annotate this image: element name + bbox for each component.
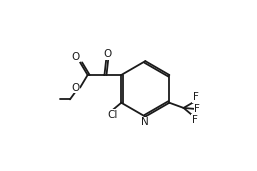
- Text: O: O: [71, 83, 79, 93]
- Text: Cl: Cl: [108, 110, 118, 120]
- Text: F: F: [195, 104, 200, 114]
- Text: O: O: [103, 49, 111, 59]
- Text: F: F: [192, 115, 198, 125]
- Text: N: N: [141, 117, 149, 127]
- Text: O: O: [71, 51, 79, 62]
- Text: F: F: [193, 93, 199, 102]
